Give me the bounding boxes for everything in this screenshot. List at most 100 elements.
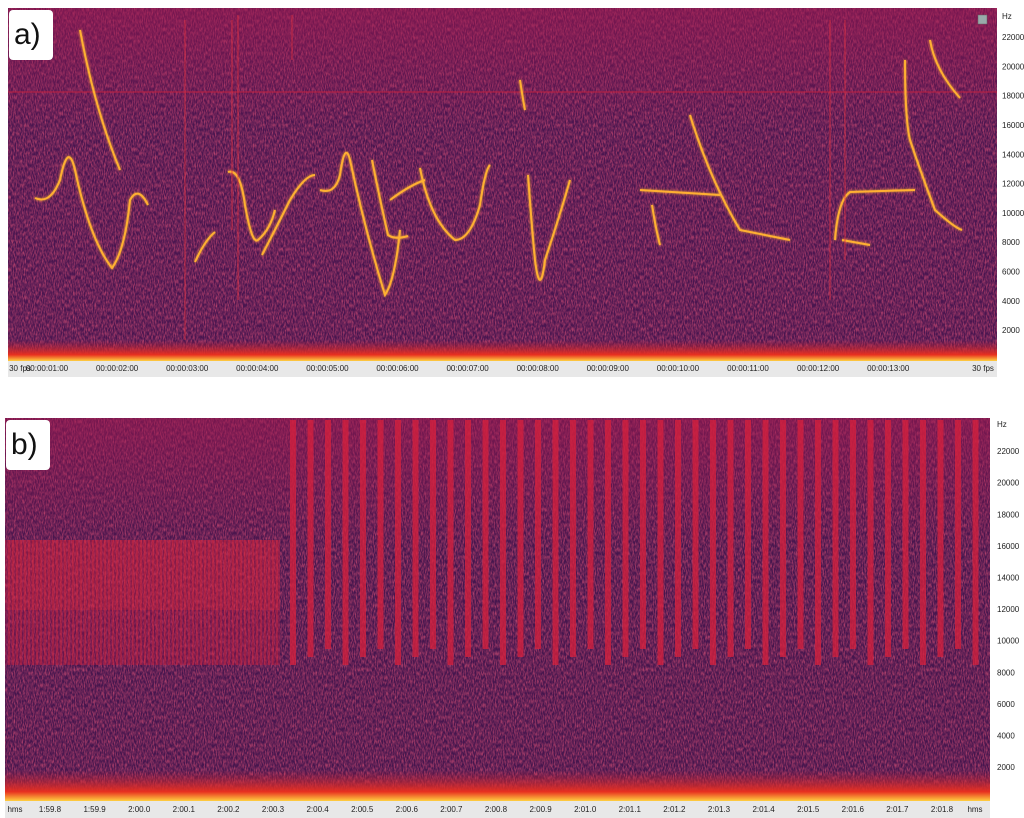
y-tick-label: 14000 [997, 574, 1020, 583]
pulse [623, 420, 629, 657]
texture [40, 540, 42, 665]
texture [104, 540, 106, 665]
pulse [780, 420, 786, 657]
texture [92, 540, 94, 665]
texture [120, 540, 122, 665]
texture [68, 540, 70, 665]
x-tick-label: 2:01.3 [708, 805, 731, 814]
y-tick-label: 12000 [997, 605, 1020, 614]
texture [248, 540, 250, 665]
texture [128, 540, 130, 665]
pulse [395, 420, 401, 665]
pulse [308, 420, 314, 657]
texture [208, 540, 210, 665]
spectrogram-b [5, 418, 990, 818]
texture [256, 540, 258, 665]
x-tick-label: 00:00:11:00 [727, 364, 769, 373]
x-tick-label: 2:01.2 [663, 805, 686, 814]
texture [180, 540, 182, 665]
x-tick-label: 2:01.6 [842, 805, 865, 814]
texture [220, 540, 222, 665]
pulse [360, 420, 366, 657]
texture [44, 540, 46, 665]
texture [184, 540, 186, 665]
pulse [500, 420, 506, 665]
texture [108, 540, 110, 665]
texture [244, 540, 246, 665]
texture [252, 540, 254, 665]
x-tick-label: 2:00.3 [262, 805, 285, 814]
texture [232, 540, 234, 665]
pulse [658, 420, 664, 665]
pulse [343, 420, 349, 665]
texture [188, 540, 190, 665]
pulse [938, 420, 944, 657]
texture [192, 540, 194, 665]
y-tick-label: 22000 [997, 447, 1020, 456]
pulse [885, 420, 891, 657]
pulse [675, 420, 681, 657]
y-tick-label: 4000 [997, 732, 1015, 741]
texture [16, 540, 18, 665]
texture [52, 540, 54, 665]
x-tick-label: 00:00:01:00 [26, 364, 69, 373]
y-tick-label: 10000 [997, 637, 1020, 646]
x-tick-label: 2:00.4 [306, 805, 329, 814]
figure: a) b) Hz22000200001800016000140001200010… [0, 0, 1024, 818]
texture [200, 540, 202, 665]
y-tick-label: 6000 [1002, 268, 1020, 277]
y-tick-label: 16000 [997, 542, 1020, 551]
x-tick-label: 00:00:07:00 [446, 364, 489, 373]
texture [28, 540, 30, 665]
x-tick-label: 2:01.7 [886, 805, 909, 814]
texture [136, 540, 138, 665]
texture [84, 540, 86, 665]
x-tick-label: 00:00:12:00 [797, 364, 840, 373]
texture [80, 540, 82, 665]
x-tick-label: 00:00:02:00 [96, 364, 139, 373]
x-tick-label: 2:01.0 [574, 805, 597, 814]
x-tick-label: 2:00.6 [396, 805, 419, 814]
y-unit: Hz [1002, 12, 1012, 21]
texture [88, 540, 90, 665]
pulse [815, 420, 821, 665]
texture [204, 540, 206, 665]
x-tick-label: hms [7, 805, 22, 814]
pulse [570, 420, 576, 657]
texture [272, 540, 274, 665]
y-tick-label: 20000 [997, 479, 1020, 488]
texture [20, 540, 22, 665]
texture [264, 540, 266, 665]
pulse [430, 420, 436, 649]
y-tick-label: 18000 [997, 510, 1020, 519]
texture [96, 540, 98, 665]
texture [268, 540, 270, 665]
texture [156, 540, 158, 665]
texture [172, 540, 174, 665]
y-tick-label: 2000 [997, 763, 1015, 772]
pulse [465, 420, 471, 657]
y-tick-label: 20000 [1002, 62, 1024, 71]
x-tick-label: 00:00:05:00 [306, 364, 349, 373]
pulse [378, 420, 384, 649]
x-tick-label: 2:00.8 [485, 805, 508, 814]
x-tick-label: 2:00.9 [529, 805, 552, 814]
texture [32, 540, 34, 665]
y-tick-label: 12000 [1002, 180, 1024, 189]
texture [76, 540, 78, 665]
pulse [290, 420, 296, 665]
texture [160, 540, 162, 665]
x-tick-label: 00:00:03:00 [166, 364, 209, 373]
x-tick-label: 2:00.7 [440, 805, 463, 814]
pulse [710, 420, 716, 665]
texture [36, 540, 38, 665]
x-tick-label: 1:59.8 [39, 805, 62, 814]
texture [224, 540, 226, 665]
y-tick-label: 8000 [997, 668, 1015, 677]
texture [276, 540, 278, 665]
x-tick-label: 00:00:10:00 [657, 364, 700, 373]
x-tick-label: 2:00.1 [173, 805, 196, 814]
x-tick-label: 2:01.8 [931, 805, 954, 814]
texture [240, 540, 242, 665]
pulse [973, 420, 979, 665]
